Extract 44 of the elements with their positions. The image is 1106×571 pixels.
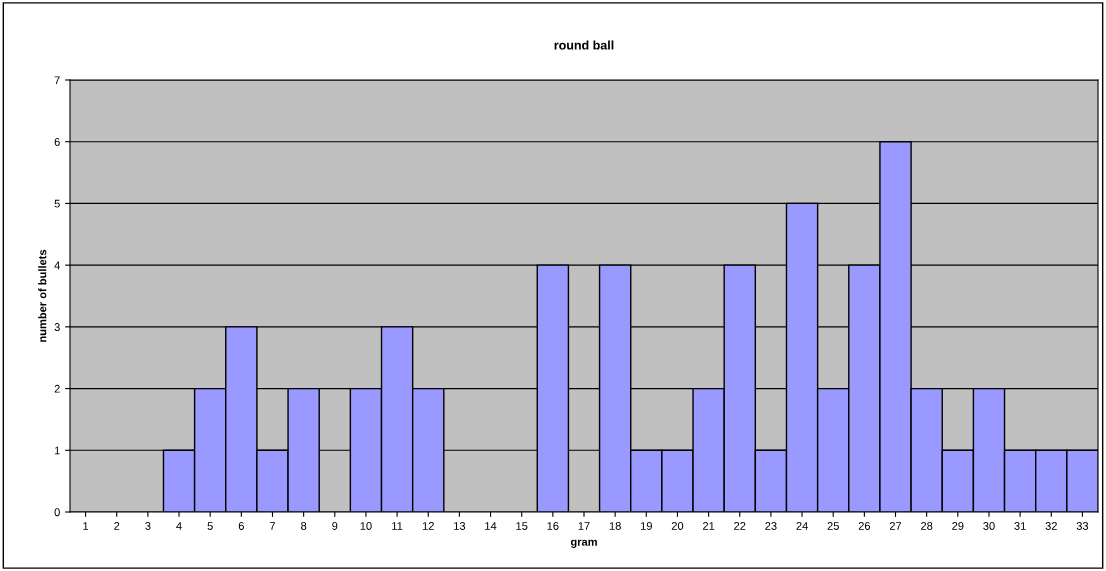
x-tick-label: 17 bbox=[578, 522, 590, 530]
x-tick-label: 24 bbox=[796, 522, 808, 530]
x-tick-label: 12 bbox=[422, 522, 434, 530]
y-axis-title: number of bullets bbox=[38, 249, 47, 342]
x-tick-label: 8 bbox=[301, 522, 307, 530]
x-tick-label: 32 bbox=[1045, 522, 1057, 530]
chart-title: round ball bbox=[554, 40, 614, 50]
x-tick-label: 4 bbox=[176, 522, 182, 530]
x-tick-label: 2 bbox=[114, 522, 120, 530]
y-tick-label: 3 bbox=[54, 323, 60, 331]
x-tick-label: 15 bbox=[516, 522, 528, 530]
x-tick-label: 6 bbox=[238, 522, 244, 530]
y-tick-label: 6 bbox=[54, 137, 60, 146]
y-tick-label: 2 bbox=[54, 384, 60, 393]
x-tick-label: 9 bbox=[332, 522, 338, 530]
x-tick-label: 13 bbox=[454, 522, 466, 530]
x-tick-label: 16 bbox=[547, 522, 559, 530]
x-tick-label: 21 bbox=[702, 522, 715, 530]
y-tick-label: 7 bbox=[54, 76, 60, 85]
x-tick-label: 22 bbox=[734, 522, 746, 530]
x-tick-label: 5 bbox=[207, 522, 213, 530]
x-tick-label: 11 bbox=[392, 522, 403, 530]
x-tick-label: 23 bbox=[765, 522, 777, 530]
x-tick-label: 19 bbox=[640, 522, 652, 530]
x-tick-label: 28 bbox=[921, 522, 933, 530]
y-tick-label: 5 bbox=[54, 199, 60, 208]
x-tick-label: 20 bbox=[671, 522, 684, 530]
x-tick-label: 31 bbox=[1014, 522, 1026, 530]
y-tick-label: 1 bbox=[54, 446, 60, 455]
x-tick-label: 30 bbox=[983, 522, 995, 530]
y-tick-label: 0 bbox=[54, 508, 60, 517]
x-tick-label: 26 bbox=[858, 522, 871, 530]
x-tick-label: 27 bbox=[889, 522, 902, 530]
y-tick-label: 4 bbox=[54, 261, 60, 270]
x-tick-label: 33 bbox=[1076, 522, 1089, 530]
x-tick-label: 7 bbox=[269, 522, 276, 530]
x-tick-label: 25 bbox=[827, 522, 839, 530]
x-tick-label: 29 bbox=[952, 522, 964, 530]
x-tick-label: 18 bbox=[609, 522, 621, 530]
x-tick-label: 1 bbox=[83, 522, 89, 530]
x-tick-label: 10 bbox=[360, 522, 372, 530]
x-tick-label: 3 bbox=[145, 522, 151, 530]
x-tick-label: 14 bbox=[485, 522, 497, 530]
x-axis-title: gram bbox=[570, 539, 597, 548]
